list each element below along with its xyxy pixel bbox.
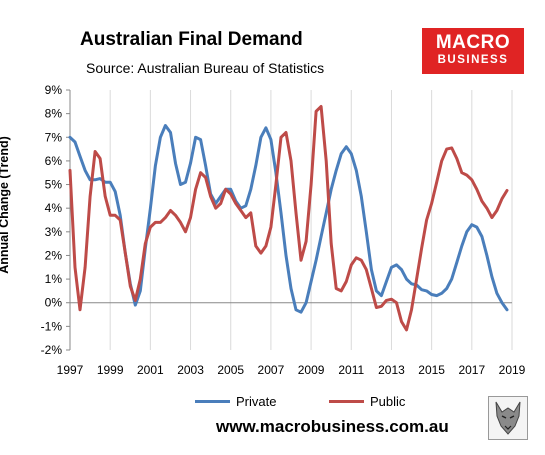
chart-title: Australian Final Demand [80, 29, 303, 50]
macrobusiness-logo: MACRO BUSINESS [422, 28, 524, 74]
legend-item-public: Public [329, 394, 405, 409]
y-tick-label: 8% [45, 107, 63, 121]
y-axis-label: Annual Change (Trend) [0, 136, 11, 274]
y-tick-label: 5% [45, 178, 63, 192]
x-tick-label: 2005 [217, 363, 244, 377]
wolf-logo-icon [488, 396, 528, 440]
legend-swatch-private [195, 400, 230, 403]
x-tick-label: 2013 [378, 363, 405, 377]
y-tick-label: 2% [45, 248, 63, 262]
y-tick-label: 7% [45, 130, 63, 144]
x-tick-label: 1997 [57, 363, 84, 377]
legend-label-public: Public [370, 394, 406, 409]
x-tick-label: 2019 [499, 363, 526, 377]
legend-label-private: Private [236, 394, 277, 409]
x-tick-label: 2003 [177, 363, 204, 377]
chart-source: Source: Australian Bureau of Statistics [86, 60, 325, 76]
vertical-gridlines [109, 90, 513, 350]
y-tick-label: 4% [45, 201, 63, 215]
logo-line-2: BUSINESS [437, 54, 509, 66]
x-tick-label: 1999 [97, 363, 124, 377]
y-tick-label: 3% [45, 225, 63, 239]
series-lines [68, 105, 509, 332]
y-tick-label: 0% [45, 296, 63, 310]
chart-axes [66, 89, 512, 351]
y-tick-label: 9% [45, 83, 63, 97]
y-tick-label: -1% [41, 319, 63, 333]
x-tick-label: 2009 [298, 363, 325, 377]
y-tick-label: 6% [45, 154, 63, 168]
x-tick-labels: 1997 1999 2001 2003 2005 2007 2009 2011 2013 2015… [57, 363, 526, 377]
website-url: www.macrobusiness.com.au [216, 417, 449, 436]
x-tick-label: 2017 [458, 363, 485, 377]
legend-swatch-public [329, 400, 364, 403]
logo-line-1: MACRO [435, 32, 511, 53]
x-tick-label: 2015 [418, 363, 445, 377]
y-tick-label: -2% [41, 343, 63, 357]
y-tick-label: 1% [45, 272, 63, 286]
series-line-public [68, 105, 509, 332]
legend-item-private: Private [195, 394, 276, 409]
y-tick-labels: -2% -1% 0% 1% 2% 3% 4% 5% 6% 7% 8% 9% [41, 83, 63, 357]
x-tick-label: 2007 [258, 363, 285, 377]
x-tick-label: 2011 [338, 363, 364, 377]
x-tick-label: 2001 [137, 363, 164, 377]
